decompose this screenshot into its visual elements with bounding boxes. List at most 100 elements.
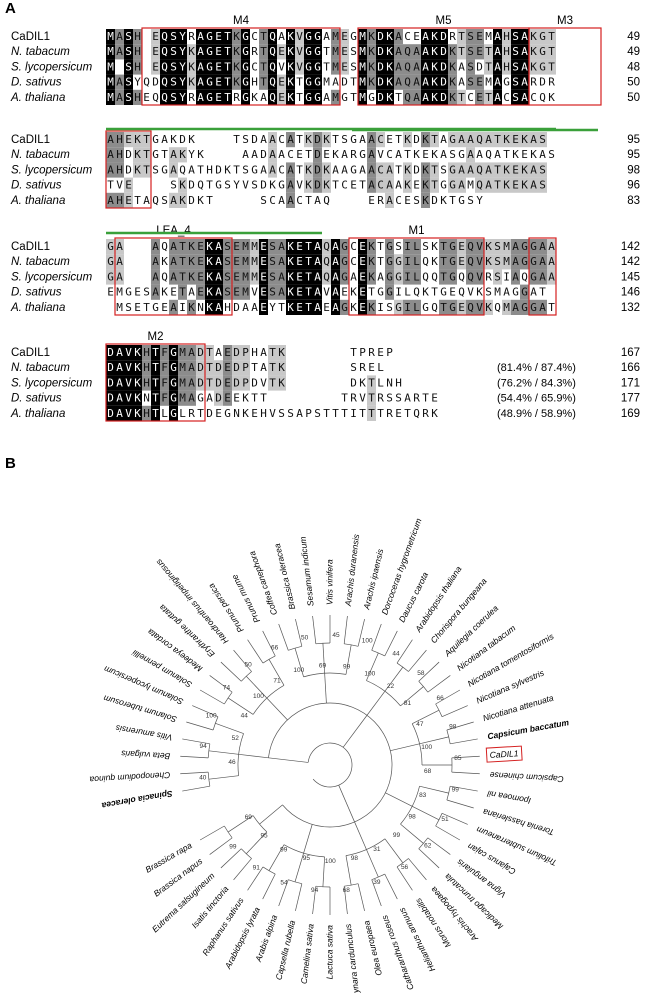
residue: A — [116, 76, 123, 89]
residue: T — [305, 194, 312, 207]
residue: V — [476, 301, 483, 314]
residue-shade — [313, 74, 322, 90]
residue: G — [440, 286, 447, 299]
residue: A — [539, 240, 546, 253]
residue: K — [404, 179, 411, 192]
residue-shade — [223, 74, 232, 90]
residue-shade — [421, 89, 430, 105]
residue: D — [125, 163, 132, 176]
identity-similarity: (81.4% / 87.4%) — [497, 362, 576, 374]
sequence-name: N. tabacum — [11, 362, 70, 374]
residue: T — [548, 30, 555, 43]
residue-shade — [367, 162, 376, 178]
residue: L — [413, 255, 420, 268]
motif-box — [114, 237, 233, 316]
alignment-block-2: CaDIL1 A H E K T G A K D K T S D A A C A T K D K T S G A A C E T K D K T A… — [10, 127, 640, 209]
residue-shade — [457, 177, 466, 193]
residue-shade — [124, 192, 133, 208]
bootstrap-label: 69 — [245, 814, 253, 821]
residue: A — [377, 270, 384, 283]
residue-shade — [178, 345, 187, 361]
residue: G — [341, 91, 348, 104]
residue: C — [296, 194, 303, 207]
residue-shade — [367, 147, 376, 163]
residue: A — [215, 240, 222, 253]
residue-shade — [205, 284, 214, 300]
residue: K — [242, 392, 249, 405]
residue: K — [449, 60, 456, 73]
residue-shade — [529, 177, 538, 193]
residue: T — [323, 60, 330, 73]
residue: Y — [233, 179, 240, 192]
residue-shade — [187, 254, 196, 270]
residue: Q — [467, 240, 474, 253]
residue: Q — [458, 286, 465, 299]
residue-shade — [115, 375, 124, 391]
residue: D — [431, 194, 438, 207]
residue-shade — [511, 132, 520, 148]
residue-shade — [547, 269, 556, 285]
residue-shade — [178, 74, 187, 90]
residue: S — [440, 163, 447, 176]
residue: Q — [485, 148, 492, 161]
residue: E — [215, 91, 222, 104]
motif-box — [528, 237, 557, 316]
residue: K — [134, 133, 141, 146]
residue-shade — [178, 284, 187, 300]
residue: E — [404, 194, 411, 207]
residue-shade — [376, 89, 385, 105]
residue: A — [269, 163, 276, 176]
residue: S — [269, 255, 276, 268]
residue-shade — [484, 132, 493, 148]
residue: I — [404, 240, 411, 253]
residue: H — [260, 407, 267, 420]
residue: T — [368, 392, 375, 405]
residue-shade — [286, 89, 295, 105]
residue-shade — [358, 299, 367, 315]
residue: D — [260, 179, 267, 192]
residue-shade — [196, 284, 205, 300]
panel-label-a: A — [5, 0, 16, 17]
residue-shade — [133, 345, 142, 361]
residue-shade — [304, 44, 313, 60]
residue-shade — [214, 375, 223, 391]
residue-shade — [178, 44, 187, 60]
residue: A — [260, 163, 267, 176]
residue: A — [161, 133, 168, 146]
tree-leaf-label: Vitis amurensis — [114, 723, 173, 743]
residue-shade — [178, 269, 187, 285]
residue: Y — [269, 301, 276, 314]
residue: K — [431, 76, 438, 89]
residue-shade — [160, 375, 169, 391]
residue-shade — [142, 375, 151, 391]
residue-shade — [520, 29, 529, 45]
residue: K — [179, 148, 186, 161]
residue: T — [395, 91, 402, 104]
residue: G — [458, 194, 465, 207]
residue: K — [404, 133, 411, 146]
residue: S — [242, 163, 249, 176]
residue: A — [332, 301, 339, 314]
residue: E — [341, 30, 348, 43]
residue: T — [431, 133, 438, 146]
residue: G — [422, 301, 429, 314]
residue: A — [206, 392, 213, 405]
residue: G — [314, 76, 321, 89]
residue: G — [251, 163, 258, 176]
residue-shade — [511, 162, 520, 178]
sequence-name: N. tabacum — [11, 149, 70, 161]
residue-shade — [304, 254, 313, 270]
sequence-name: D. sativus — [11, 180, 62, 192]
residue-shade — [394, 44, 403, 60]
residue: G — [350, 163, 357, 176]
residue-shade — [286, 254, 295, 270]
motif-label: LEA_4 — [156, 225, 191, 237]
motif-label: M5 — [436, 15, 452, 27]
bootstrap-label: 100 — [364, 670, 375, 677]
residue-shade — [115, 192, 124, 208]
residue: A — [170, 148, 177, 161]
residue: Q — [269, 60, 276, 73]
residue-shade — [223, 59, 232, 75]
residue-shade — [421, 29, 430, 45]
